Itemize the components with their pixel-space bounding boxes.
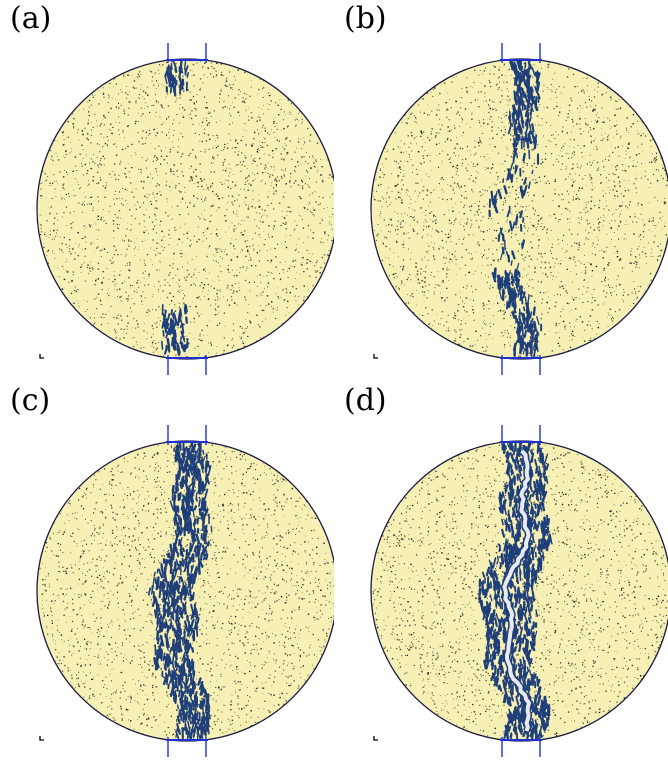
panel-b: (b) [334, 0, 668, 382]
panel-label: (b) [344, 1, 387, 36]
corner-tick [373, 736, 378, 741]
damage-zone [160, 59, 190, 356]
particle-texture [373, 59, 668, 359]
panel-label: (a) [10, 1, 52, 36]
disc-diagram [36, 425, 334, 757]
loading-plates [500, 43, 542, 375]
corner-tick [39, 736, 44, 741]
panel-a: (a) [0, 0, 334, 382]
particle-texture [38, 59, 334, 359]
disc-diagram [370, 43, 668, 375]
panel-d: (d) [334, 382, 668, 764]
panel-label: (c) [10, 383, 51, 418]
disc-diagram [36, 43, 334, 375]
damage-zone [488, 59, 543, 358]
loading-plates [166, 43, 208, 375]
specimen-disc [371, 59, 668, 359]
corner-tick [373, 354, 378, 359]
panel-c: (c) [0, 382, 334, 764]
main-crack [170, 450, 197, 732]
specimen-disc [37, 59, 334, 359]
loading-plates [166, 425, 208, 757]
panel-label: (d) [344, 383, 387, 418]
loading-plates [500, 425, 542, 757]
open-crack [502, 449, 531, 732]
disc-diagram [370, 425, 668, 757]
corner-tick [39, 354, 44, 359]
